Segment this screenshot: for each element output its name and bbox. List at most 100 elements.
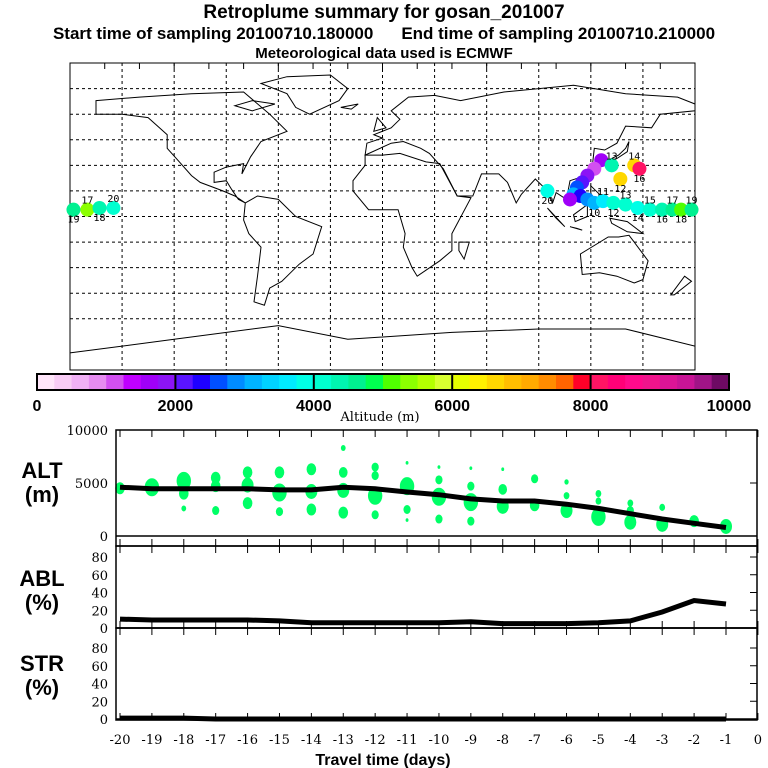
alt-series-line — [119, 484, 727, 530]
abl-label: ABL — [19, 566, 64, 591]
y-tick-label: 0 — [100, 530, 108, 545]
plume-day-label: 14 — [632, 213, 644, 224]
altitude-scatter-point — [591, 507, 606, 526]
x-tick-label: -12 — [365, 733, 386, 748]
plume-marker — [632, 161, 647, 176]
plume-day-label: 12 — [614, 184, 626, 195]
plume-day-label: 17 — [81, 196, 93, 207]
colorbar-swatch — [659, 374, 678, 390]
x-axis-label: Travel time (days) — [315, 752, 450, 768]
altitude-scatter-point — [405, 518, 409, 522]
y-tick-label: 0 — [100, 622, 108, 637]
colorbar-swatch — [365, 374, 384, 390]
x-tick-label: 0 — [754, 733, 762, 748]
x-tick-label: -17 — [205, 733, 226, 748]
colorbar-swatch — [88, 374, 107, 390]
colorbar-tick-label: 2000 — [158, 398, 194, 415]
colorbar-swatch — [383, 374, 401, 390]
colorbar-swatch — [677, 374, 695, 390]
alt-panel: 10000 5000 0 — [67, 424, 759, 547]
y-tick-label: 20 — [91, 695, 108, 710]
plume-day-label: 19 — [686, 196, 698, 207]
colorbar-swatch — [486, 374, 505, 390]
coastline — [243, 195, 323, 306]
x-tick-label: -13 — [333, 733, 354, 748]
sampling-times: Start time of sampling 20100710.180000 En… — [0, 24, 768, 44]
y-tick-label: 5000 — [75, 477, 108, 492]
colorbar-tick-label: 6000 — [434, 398, 470, 415]
colorbar-swatch — [556, 374, 574, 390]
coastline — [95, 91, 288, 204]
altitude-scatter-point — [403, 505, 411, 514]
altitude-scatter-point — [531, 474, 539, 484]
str-panel-frame — [115, 627, 758, 721]
colorbar-swatch — [175, 374, 194, 390]
x-tick-label: -9 — [465, 733, 478, 748]
plume-marker — [613, 171, 628, 186]
altitude-scatter-point — [498, 483, 508, 495]
y-tick-label: 0 — [100, 713, 108, 728]
altitude-scatter-point — [627, 499, 634, 507]
plume-marker — [595, 194, 610, 209]
str-panel: 80 60 40 20 0 — [91, 627, 759, 728]
plume-day-label: 18 — [675, 215, 687, 226]
plume-marker — [642, 202, 657, 217]
plume-marker — [80, 202, 95, 217]
coastline — [669, 275, 693, 296]
plume-day-label: 15 — [644, 196, 656, 207]
colorbar-tick-label: 10000 — [707, 398, 752, 415]
altitude-scatter-point — [467, 516, 475, 526]
x-tick-label: -15 — [269, 733, 290, 748]
plume-day-label: 11 — [597, 187, 609, 198]
altitude-scatter-point — [181, 505, 187, 512]
x-tick-label: -10 — [428, 733, 449, 748]
x-tick-label: -3 — [656, 733, 669, 748]
colorbar-swatch — [331, 374, 349, 390]
end-time: End time of sampling 20100710.210000 — [401, 24, 716, 43]
colorbar-swatch — [210, 374, 228, 390]
altitude-colorbar: 0 2000 4000 6000 8000 10000 — [33, 373, 752, 415]
altitude-scatter-point — [371, 510, 379, 520]
y-tick-label: 10000 — [67, 424, 108, 439]
plume-day-label: 12 — [607, 208, 619, 219]
y-tick-label: 80 — [91, 551, 108, 566]
colorbar-swatch — [521, 374, 540, 390]
plume-marker — [684, 202, 699, 217]
colorbar-swatch — [504, 374, 522, 390]
x-tick-label: -5 — [592, 733, 605, 748]
colorbar-frame — [36, 373, 730, 391]
str-series-line — [120, 715, 726, 722]
altitude-scatter-point — [340, 445, 346, 452]
colorbar-swatch — [642, 374, 661, 390]
plume-marker — [630, 200, 645, 215]
y-tick-label: 60 — [91, 660, 108, 675]
altitude-scatter-point — [275, 507, 284, 517]
coastline — [352, 152, 472, 277]
plume-marker — [92, 200, 107, 215]
colorbar-tick-label: 4000 — [296, 398, 332, 415]
y-tick-label: 40 — [91, 587, 108, 602]
met-data-note: Meteorological data used is ECMWF — [255, 45, 513, 62]
colorbar-swatch — [37, 374, 55, 390]
colorbar-swatch — [590, 374, 609, 390]
colorbar-swatch — [192, 374, 211, 390]
x-tick-label: -20 — [110, 733, 131, 748]
x-tick-label: -2 — [688, 733, 701, 748]
colorbar-swatch — [279, 374, 297, 390]
altitude-scatter-point — [176, 471, 191, 490]
colorbar-swatch — [469, 374, 488, 390]
altitude-scatter-point — [242, 497, 253, 510]
altitude-scatter-point — [437, 465, 441, 469]
x-tick-label: -18 — [173, 733, 194, 748]
altitude-scatter-point — [338, 506, 349, 519]
altitude-scatter-point — [242, 466, 253, 479]
plume-day-label: 18 — [93, 213, 105, 224]
chart-title: Retroplume summary for gosan_201007 — [203, 2, 565, 23]
plume-marker — [655, 202, 670, 217]
colorbar-swatch — [313, 374, 332, 390]
altitude-scatter-point — [467, 481, 475, 491]
colorbar-swatch — [244, 374, 263, 390]
colorbar-swatch — [452, 374, 470, 390]
